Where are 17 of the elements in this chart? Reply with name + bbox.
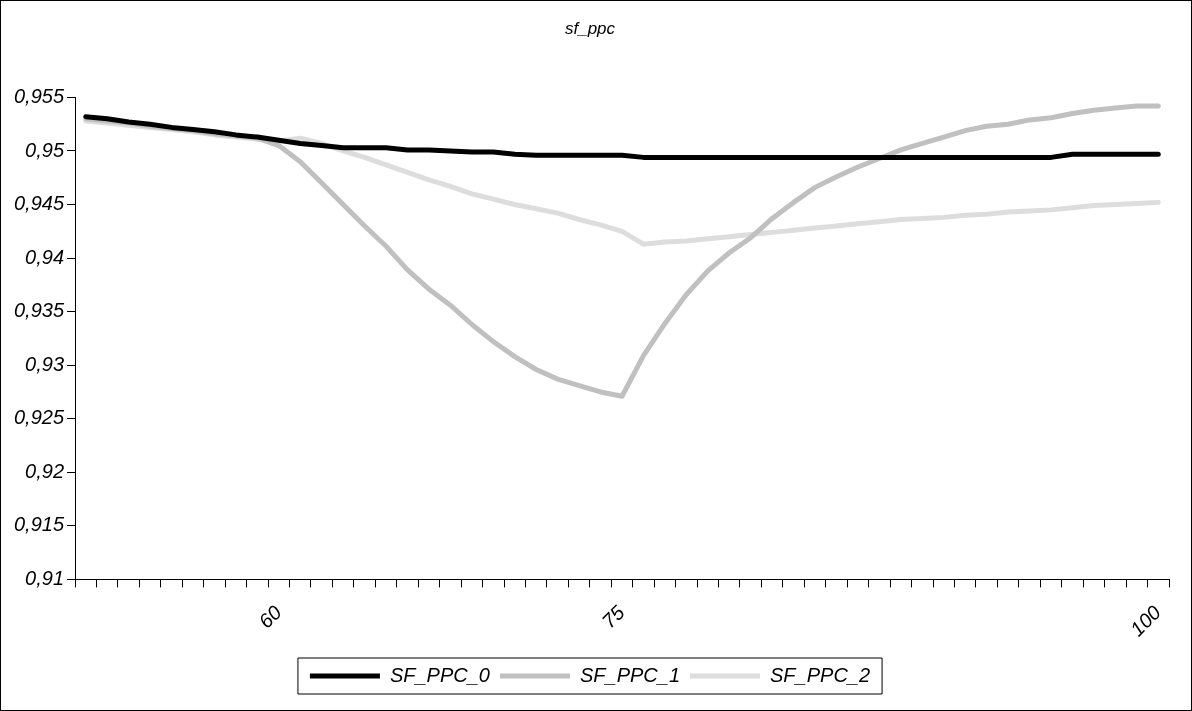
x-tick-label: 60 <box>254 601 286 633</box>
legend-label: SF_PPC_0 <box>389 663 490 686</box>
y-tick-label: 0,915 <box>13 513 65 536</box>
y-tick-label: 0,935 <box>13 299 65 322</box>
legend-label: SF_PPC_2 <box>770 663 871 686</box>
y-tick-label: 0,92 <box>25 459 65 482</box>
y-tick-label: 0,91 <box>25 567 65 589</box>
y-tick-label: 0,94 <box>25 245 65 268</box>
x-tick-label: 100 <box>1125 601 1166 641</box>
y-tick-label: 0,945 <box>13 192 65 215</box>
y-tick-label: 0,95 <box>25 138 65 161</box>
y-tick-label: 0,955 <box>13 84 65 107</box>
legend-label: SF_PPC_1 <box>579 663 681 686</box>
y-tick-label: 0,93 <box>25 352 65 375</box>
x-tick-label: 75 <box>597 600 630 633</box>
chart-title: sf_ppc <box>564 18 616 38</box>
y-tick-label: 0,925 <box>13 406 65 429</box>
